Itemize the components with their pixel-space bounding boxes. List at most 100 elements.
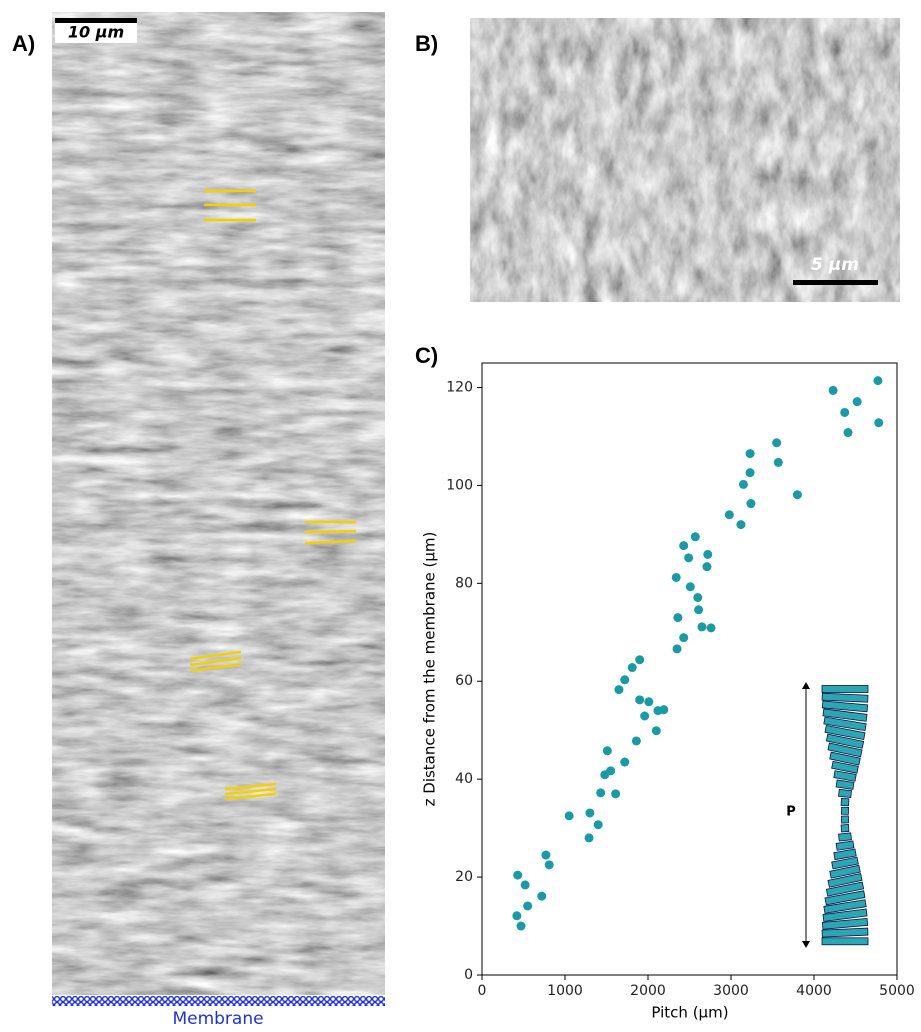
panel-label: A) — [12, 31, 35, 56]
data-point — [673, 613, 683, 623]
helix-rod — [821, 692, 869, 703]
x-axis-label: Pitch (µm) — [651, 1004, 728, 1022]
data-point — [585, 808, 595, 818]
data-point — [828, 385, 838, 395]
data-point — [706, 623, 716, 633]
sem-image-b — [470, 18, 900, 302]
data-point — [640, 711, 650, 721]
helix-rod — [841, 806, 849, 815]
y-tick-label: 20 — [455, 869, 473, 885]
scale-bar — [55, 18, 137, 23]
helix-rod — [840, 797, 850, 807]
y-tick-label: 80 — [455, 575, 473, 591]
data-point — [792, 490, 802, 500]
data-point — [874, 418, 884, 428]
data-point — [703, 549, 713, 559]
data-point — [745, 468, 755, 478]
data-point — [746, 499, 756, 509]
helix-rod — [823, 899, 867, 914]
data-point — [843, 428, 853, 438]
plot-frame — [481, 362, 898, 976]
helix-rod — [827, 873, 863, 888]
helix-rod — [829, 864, 861, 879]
data-point — [684, 553, 694, 563]
helix-rod — [838, 788, 852, 798]
helix-rod — [823, 716, 867, 732]
data-point — [596, 788, 606, 798]
helix-rod — [821, 927, 869, 938]
helix-rod — [831, 760, 859, 774]
helix-rod — [821, 937, 869, 946]
helix-rod — [833, 770, 857, 782]
data-point — [690, 532, 700, 542]
data-point — [671, 572, 681, 582]
sem-image-a — [52, 12, 385, 995]
helix-rod — [838, 832, 852, 842]
data-point — [679, 541, 689, 551]
x-tick-label: 1000 — [547, 983, 583, 999]
helix-rod — [827, 742, 863, 758]
helix-rod — [822, 708, 868, 722]
data-point — [516, 921, 526, 931]
data-point — [693, 593, 703, 603]
data-point — [520, 880, 530, 890]
y-tick-label: 0 — [464, 967, 473, 983]
panel-label: B) — [415, 31, 438, 56]
data-point — [635, 695, 645, 705]
data-point — [544, 860, 554, 870]
data-point — [694, 605, 704, 615]
data-point — [523, 901, 533, 911]
data-point — [745, 449, 755, 459]
data-point — [840, 407, 850, 417]
helix-rod — [835, 840, 855, 851]
helix-rod — [821, 918, 869, 930]
data-point — [602, 746, 612, 756]
helix-rod — [841, 815, 849, 824]
scale-label-bg — [55, 23, 137, 43]
data-point — [772, 438, 782, 448]
data-point — [620, 757, 630, 767]
helix-rod — [824, 890, 866, 906]
helix-rod — [831, 856, 859, 870]
data-point — [631, 736, 641, 746]
data-point — [773, 457, 783, 467]
data-point — [611, 789, 621, 799]
data-point — [651, 726, 661, 736]
data-point — [738, 479, 748, 489]
scale-bar — [793, 280, 878, 285]
data-point — [627, 663, 637, 673]
yellow-markers — [189, 189, 357, 801]
inset-label: P — [786, 805, 796, 820]
data-point — [659, 705, 669, 715]
data-point — [685, 582, 695, 592]
data-point — [672, 644, 682, 654]
y-axis-label: z Distance from the membrane (µm) — [421, 532, 439, 807]
helix-rod — [825, 881, 865, 897]
data-point — [593, 820, 603, 830]
data-point — [606, 766, 616, 776]
y-tick-label: 120 — [446, 379, 473, 395]
data-point — [644, 697, 654, 707]
x-tick-label: 0 — [478, 983, 487, 999]
helix-rod — [829, 751, 861, 766]
membrane-strip — [52, 996, 385, 1006]
x-tick-label: 3000 — [713, 983, 749, 999]
scale-label: 10 µm — [68, 23, 124, 42]
helix-rod — [825, 733, 865, 749]
scale-label: 5 µm — [811, 255, 859, 275]
helix-inset — [821, 685, 869, 946]
data-point — [620, 675, 630, 685]
data-point — [724, 510, 734, 520]
panel-label: C) — [415, 343, 438, 368]
data-point — [635, 655, 645, 665]
helix-rod — [821, 685, 869, 693]
helix-rod — [821, 700, 869, 713]
x-tick-label: 5000 — [879, 983, 915, 999]
helix-rod — [840, 824, 850, 833]
data-point — [679, 633, 689, 643]
data-point — [702, 562, 712, 572]
data-point — [736, 520, 746, 530]
data-point — [584, 833, 594, 843]
